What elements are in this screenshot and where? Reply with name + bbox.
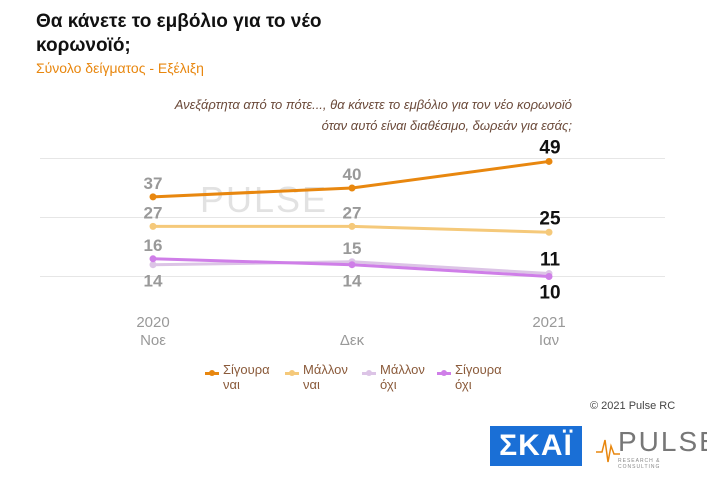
chart-title: Θα κάνετε το εμβόλιο για το νέο κορωνοϊό…: [36, 11, 322, 56]
legend-item-mallon-oxi: Μάλλον όχι: [362, 362, 425, 392]
data-point: [348, 261, 356, 269]
legend-label: ναι: [223, 377, 240, 392]
data-label: 49: [539, 137, 560, 158]
legend-label: ναι: [303, 377, 320, 392]
x-tick-label: 2020: [136, 314, 169, 331]
data-point: [149, 255, 157, 263]
pulse-logo-text: PULSE: [618, 426, 707, 457]
question-line-1: Ανεξάρτητα από το πότε..., θα κάνετε το …: [174, 97, 572, 112]
pulse-wave-icon: [596, 439, 620, 463]
x-tick-label: Ιαν: [539, 332, 559, 349]
legend-swatch: [285, 370, 299, 376]
legend-label: όχι: [380, 377, 397, 392]
data-point: [149, 261, 157, 269]
legend-swatch: [362, 370, 376, 376]
chart-subtitle: Σύνολο δείγματος - Εξέλιξη: [36, 60, 204, 76]
data-label: 14: [144, 272, 163, 291]
x-tick-label: 2021: [532, 314, 565, 331]
legend-item-mallon-nai: Μάλλον ναι: [285, 362, 348, 392]
pulse-logo: PULSE RESEARCH & CONSULTING: [596, 426, 707, 470]
copyright: © 2021 Pulse RC: [590, 400, 676, 412]
data-label: 40: [343, 165, 362, 184]
legend-item-sigoura-nai: Σίγουρα ναι: [205, 362, 270, 392]
data-point: [545, 157, 553, 165]
data-label: 27: [343, 203, 362, 222]
data-point: [149, 193, 157, 201]
data-point: [149, 222, 157, 230]
data-label: 11: [540, 250, 561, 271]
data-point: [348, 222, 356, 230]
x-tick-label: Δεκ: [340, 332, 365, 349]
legend-label: Μάλλον: [303, 362, 348, 377]
data-label: 27: [144, 203, 163, 222]
legend-label: Μάλλον: [380, 362, 425, 377]
data-label: 25: [539, 208, 561, 229]
question-line-2: όταν αυτό είναι διαθέσιμο, δωρεάν για εσ…: [321, 118, 572, 133]
data-point: [348, 184, 356, 192]
question-text: Ανεξάρτητα από το πότε..., θα κάνετε το …: [52, 94, 572, 136]
pulse-tagline: RESEARCH & CONSULTING: [618, 458, 661, 470]
legend-label: Σίγουρα: [455, 362, 502, 377]
data-label: 15: [343, 239, 362, 258]
legend-label: Σίγουρα: [223, 362, 270, 377]
legend-swatch: [437, 370, 451, 376]
legend-label: όχι: [455, 377, 472, 392]
data-point: [545, 273, 553, 280]
data-point: [545, 228, 553, 236]
data-label: 37: [144, 174, 163, 193]
x-tick-label: Νοε: [140, 332, 166, 349]
skai-logo: ΣΚΑΪ: [490, 426, 582, 466]
data-label: 14: [343, 272, 362, 291]
legend-item-sigoura-oxi: Σίγουρα όχι: [437, 362, 502, 392]
data-label: 10: [539, 283, 560, 304]
data-label: 16: [144, 236, 163, 255]
pulse-watermark: PULSE: [200, 179, 328, 220]
legend-swatch: [205, 370, 219, 376]
